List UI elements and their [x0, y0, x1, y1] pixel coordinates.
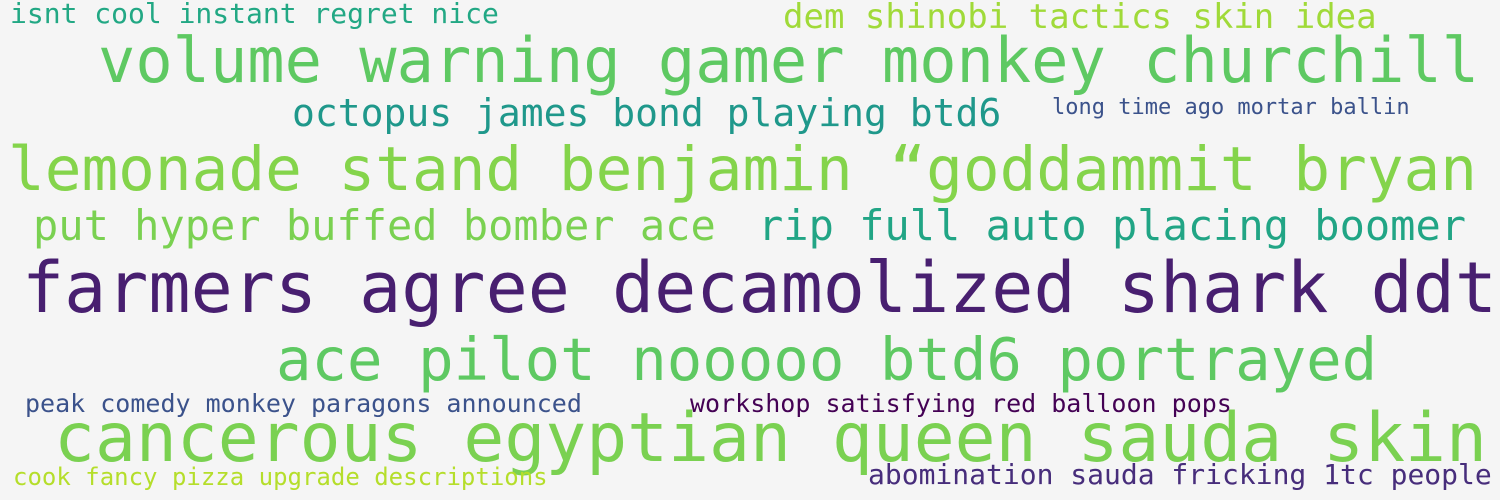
word-phrase: lemonade stand benjamin “goddammit bryan: [8, 134, 1478, 205]
word-phrase: octopus james bond playing btd6: [292, 91, 1002, 135]
word-phrase: volume warning gamer monkey churchill: [98, 24, 1480, 97]
word-phrase: peak comedy monkey paragons announced: [25, 389, 582, 418]
word-phrase: farmers agree decamolized shark ddt: [22, 247, 1498, 329]
word-phrase: isnt cool instant regret nice: [10, 0, 499, 30]
word-phrase: dem shinobi tactics skin idea: [783, 0, 1377, 37]
word-phrase: ace pilot nooooo btd6 portrayed: [276, 325, 1378, 394]
word-phrase: abomination sauda fricking 1tc people: [868, 458, 1492, 491]
word-phrase: rip full auto placing boomer: [758, 201, 1467, 250]
word-phrase: cook fancy pizza upgrade descriptions: [13, 463, 548, 491]
word-phrase: long time ago mortar ballin: [1052, 95, 1410, 120]
word-phrase: put hyper buffed bomber ace: [33, 201, 716, 250]
word-phrase: cancerous egyptian queen sauda skin: [54, 399, 1487, 478]
word-phrase: workshop satisfying red balloon pops: [690, 389, 1232, 418]
